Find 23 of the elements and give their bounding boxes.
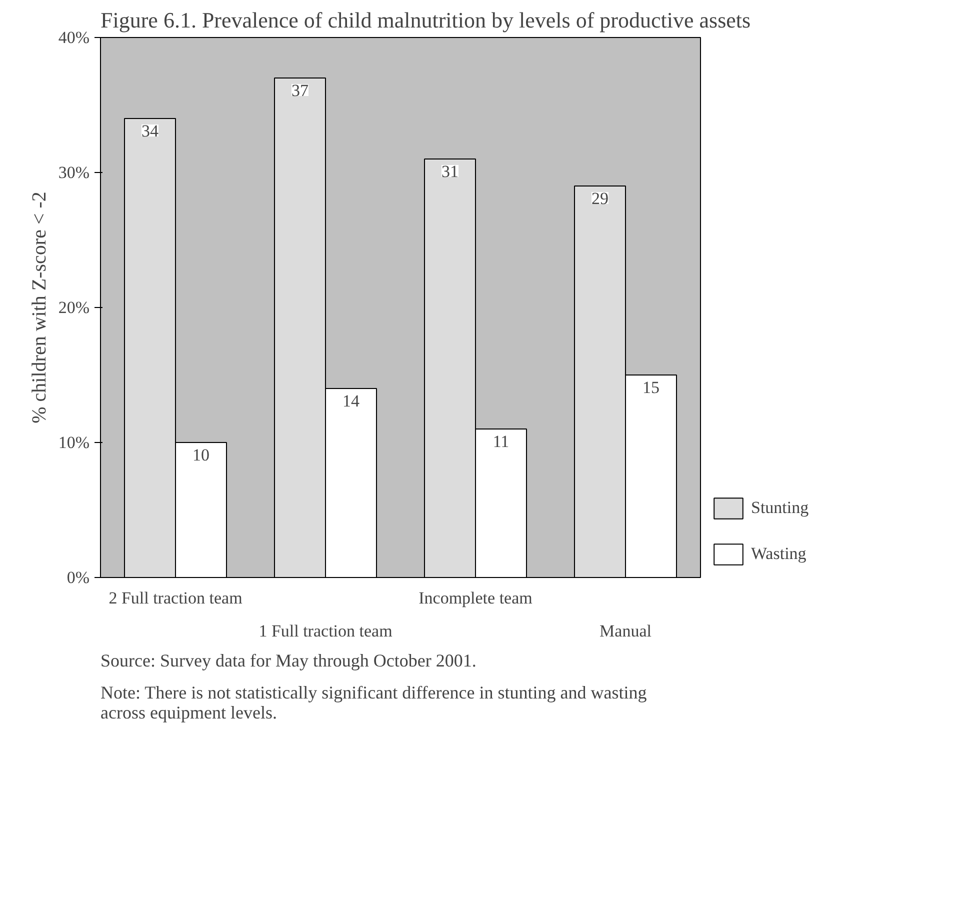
source-note: Source: Survey data for May through October 2001. <box>100 650 476 670</box>
data-label: 37 <box>292 81 309 100</box>
x-tick-label: Manual <box>600 622 652 640</box>
y-tick-label: 40% <box>58 28 90 47</box>
y-tick-label: 0% <box>66 568 90 587</box>
legend-label: Wasting <box>751 544 806 564</box>
data-label: 14 <box>342 392 360 410</box>
y-axis-title: % children with Z-score < -2 <box>28 192 50 424</box>
y-tick-label: 30% <box>58 163 90 182</box>
text: Note: There is not statistically significant difference in stunting and wasting across equipment levels. <box>100 682 647 722</box>
data-label: 34 <box>142 122 159 140</box>
y-tick-label: 20% <box>58 298 90 317</box>
y-tick-label: 10% <box>58 433 90 452</box>
legend-label: Stunting <box>751 498 809 518</box>
x-tick-label: 2 Full traction team <box>108 588 242 608</box>
data-label: 29 <box>592 189 608 208</box>
x-tick-label: 1 Full traction team <box>258 622 392 640</box>
data-label: 11 <box>492 432 510 451</box>
chart-title: Figure 6.1. Prevalence of child malnutrition by levels of productive assets <box>100 8 751 32</box>
x-tick-label: Incomplete team <box>418 588 532 608</box>
data-label: 31 <box>442 162 458 181</box>
data-label: 15 <box>642 378 660 397</box>
data-label: 10 <box>192 446 210 464</box>
